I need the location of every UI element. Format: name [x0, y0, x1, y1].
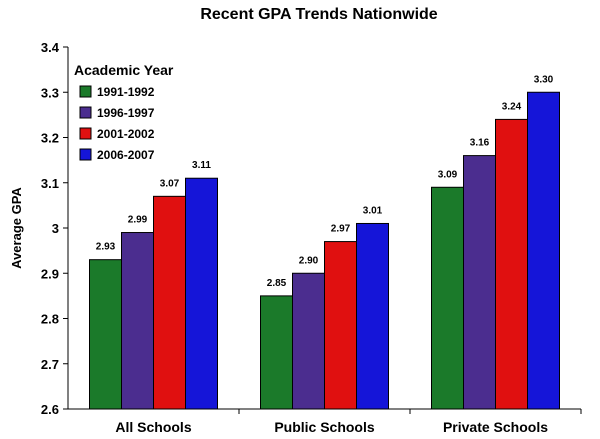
data-labels: 2.93 2.99 3.07 3.11 2.85 2.90 2.97 3.01 3.09 3.16…: [96, 74, 554, 289]
legend-swatch: [79, 148, 92, 161]
y-tick-labels: 2.6 2.7 2.8 2.9 3 3.1 3.2 3.3 3.4: [41, 40, 60, 417]
y-tick-label: 3.3: [41, 85, 59, 100]
data-label: 2.90: [299, 255, 319, 266]
category-label: All Schools: [115, 419, 191, 435]
y-tick-label: 2.9: [41, 266, 59, 281]
data-label: 2.99: [128, 215, 148, 226]
bar-1996-1997-0: [121, 232, 154, 410]
legend-swatch: [79, 106, 92, 119]
legend-label: 1996-1997: [97, 106, 155, 120]
y-tick-label: 3.2: [41, 131, 59, 146]
data-label: 3.30: [534, 74, 554, 85]
legend-label: 2001-2002: [97, 127, 155, 141]
data-label: 3.09: [438, 169, 458, 180]
legend-swatch: [79, 85, 92, 98]
chart-title: Recent GPA Trends Nationwide: [200, 6, 437, 23]
y-tick-label: 2.7: [41, 357, 59, 372]
y-tick-label: 3.4: [41, 40, 60, 55]
y-tick-label: 3: [52, 221, 59, 236]
legend-swatch: [79, 127, 92, 140]
data-label: 3.11: [192, 160, 211, 171]
y-tick-label: 2.8: [41, 312, 59, 327]
bar-1996-1997-1: [292, 272, 325, 410]
bar-1991-1992-1: [260, 295, 293, 410]
bar-1991-1992-0: [89, 259, 122, 410]
bar-1996-1997-2: [463, 155, 496, 410]
bar-2006-2007-0: [185, 177, 218, 410]
y-tick-label: 3.1: [41, 176, 59, 191]
data-label: 2.85: [267, 278, 287, 289]
y-axis-label: Average GPA: [9, 187, 24, 269]
bar-2006-2007-2: [527, 91, 560, 410]
y-tick-label: 2.6: [41, 402, 59, 417]
bar-2001-2002-1: [324, 241, 357, 410]
data-label: 3.24: [502, 101, 522, 112]
category-label: Private Schools: [443, 419, 548, 435]
data-label: 3.07: [160, 178, 180, 189]
bar-2001-2002-2: [495, 118, 528, 410]
category-labels: All Schools Public Schools Private Schools: [115, 419, 548, 435]
data-label: 2.97: [331, 224, 351, 235]
legend: Academic Year 1991-1992 1996-1997 2001-200…: [74, 62, 174, 162]
data-label: 2.93: [96, 242, 116, 253]
legend-title: Academic Year: [74, 62, 174, 78]
legend-label: 2006-2007: [97, 148, 155, 162]
bars: [89, 91, 560, 410]
bar-1991-1992-2: [431, 186, 464, 410]
bar-2006-2007-1: [356, 222, 389, 410]
data-label: 3.01: [363, 205, 383, 216]
data-label: 3.16: [470, 138, 490, 149]
legend-label: 1991-1992: [97, 85, 155, 99]
bar-2001-2002-0: [153, 195, 186, 410]
category-label: Public Schools: [274, 419, 375, 435]
